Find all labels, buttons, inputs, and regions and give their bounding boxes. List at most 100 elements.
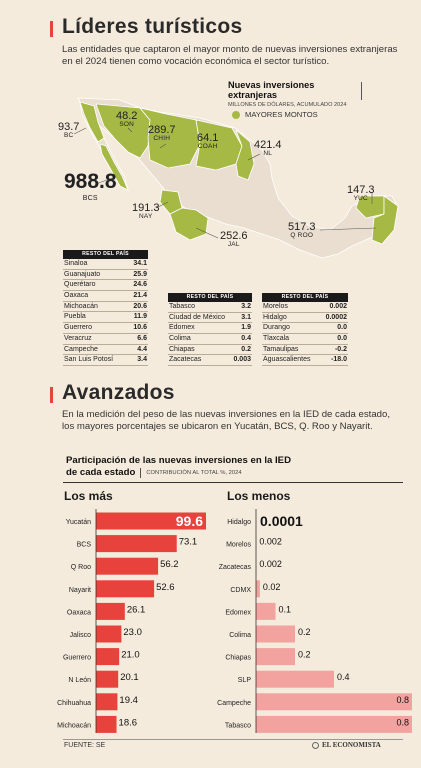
bar (96, 715, 117, 733)
category-label: Nayarit (69, 587, 91, 594)
table-cell-state: Puebla (64, 313, 86, 321)
chart-box-title: Participación de las nuevas inversiones … (66, 455, 292, 478)
data-label: 18.6 (119, 717, 138, 728)
legend-subtitle: MILLONES DE DÓLARES, ACUMULADO 2024 (228, 102, 347, 108)
category-label: SLP (238, 677, 252, 684)
map-nl (235, 129, 255, 181)
data-label: 0.1 (279, 604, 292, 614)
bar (96, 670, 119, 688)
bar (256, 602, 276, 620)
section1-title: Líderes turísticos (62, 15, 243, 38)
title-accent-2 (50, 387, 53, 403)
table-cell-state: Campeche (64, 345, 98, 353)
section2-intro: En la medición del peso de las nuevas in… (62, 409, 390, 432)
table-cell-value: 0.4 (241, 335, 251, 343)
map-chih (138, 107, 201, 169)
title-accent (50, 21, 53, 37)
table-row: Chiapas 0.2 (168, 345, 252, 356)
category-label: Tabasco (225, 722, 251, 729)
category-label: CDMX (230, 587, 251, 594)
table-row: Zacatecas 0.003 (168, 355, 252, 367)
data-label: 21.0 (121, 650, 140, 661)
table-cell-state: Tamaulipas (263, 345, 299, 353)
table-cell-value: 0.0 (337, 335, 347, 343)
section2-title: Avanzados (62, 381, 175, 404)
legend-swatch (232, 110, 240, 119)
data-label: 56.2 (160, 559, 179, 570)
chart-box-rule (63, 482, 403, 483)
data-label: 0.8 (396, 717, 409, 727)
table-row: Edomex 1.9 (168, 323, 252, 335)
data-label: 0.4 (337, 672, 350, 682)
legend-divider (361, 82, 362, 100)
table-row: Hidalgo 0.0002 (262, 313, 348, 324)
bar (256, 670, 334, 688)
table-row: Ciudad de México 3.1 (168, 313, 252, 324)
bar (256, 580, 260, 598)
footer-brand: EL ECONOMISTA (312, 741, 381, 749)
table-row: Aguascalientes -18.0 (262, 355, 348, 367)
category-label: Oaxaca (67, 609, 91, 616)
data-label: 0.2 (298, 627, 311, 637)
map-label-nl: 421.4 NL (254, 139, 282, 157)
table-cell-value: 11.9 (133, 313, 147, 321)
category-label: Chiapas (225, 655, 251, 662)
table-cell-value: -18.0 (331, 356, 347, 364)
table-cell-state: Veracruz (64, 334, 92, 342)
table-cell-state: Zacatecas (169, 356, 202, 364)
bar (96, 602, 125, 620)
data-label: 23.0 (123, 627, 142, 638)
category-label: Zacatecas (219, 564, 252, 571)
map-label-bcs: 988.8 BCS (64, 170, 117, 202)
category-label: Q Roo (71, 564, 91, 571)
table-cell-state: Tabasco (169, 303, 196, 310)
bar (256, 625, 295, 643)
data-label: 26.1 (127, 604, 146, 615)
map-qroo (371, 195, 399, 245)
data-label: 99.6 (176, 513, 203, 529)
footer-source: FUENTE: SE (64, 742, 106, 749)
map-legend: Nuevas inversiones extranjeras MILLONES … (228, 80, 362, 108)
table-cell-state: Edomex (169, 324, 195, 332)
category-label: Morelos (226, 542, 251, 549)
map-label-bc: 93.7 BC (58, 121, 80, 139)
rest-table-1: RESTO DEL PAÍS Sinaloa 34.1 Guanajuato 25.9… (63, 250, 148, 366)
chart-left-title: Los más (64, 489, 113, 503)
table-cell-value: 21.4 (133, 292, 147, 300)
legend-title: Nuevas inversiones extranjeras (228, 80, 315, 100)
rest-table-1-header: RESTO DEL PAÍS (63, 250, 148, 259)
category-label: Campeche (217, 700, 251, 707)
bar (96, 557, 159, 575)
category-label: Michoacán (57, 722, 91, 729)
table-row: Morelos 0.002 (262, 302, 348, 313)
category-label: Guerrero (63, 655, 91, 662)
table-cell-value: 3.1 (241, 313, 251, 321)
map-label-nay: 191.3 NAY (132, 202, 160, 220)
table-cell-state: Oaxaca (64, 292, 89, 300)
bar (96, 625, 122, 643)
rest-table-3: RESTO DEL PAÍS Morelos 0.002 Hidalgo 0.0002… (262, 293, 348, 367)
table-cell-value: 10.6 (133, 324, 147, 332)
bar (96, 648, 120, 666)
data-label: 20.1 (120, 672, 139, 683)
data-label: 0.002 (259, 537, 282, 547)
table-cell-state: Tlaxcala (263, 335, 290, 343)
map-label-jal: 252.6 JAL (220, 230, 248, 248)
table-cell-value: 3.2 (241, 303, 251, 310)
category-label: BCS (77, 542, 92, 549)
rest-table-2: RESTO DEL PAÍS Tabasco 3.2 Ciudad de Méxic… (168, 293, 252, 367)
table-cell-value: 24.6 (133, 281, 147, 289)
rest-table-3-header: RESTO DEL PAÍS (262, 293, 348, 302)
table-cell-value: 4.4 (137, 345, 147, 353)
table-cell-value: 0.003 (233, 356, 251, 364)
data-label: 19.4 (119, 695, 138, 706)
table-row: Oaxaca 21.4 (63, 291, 148, 302)
table-cell-value: 0.2 (241, 345, 251, 353)
bar (256, 693, 412, 711)
table-cell-state: Querétaro (64, 281, 96, 289)
bar (96, 535, 177, 553)
brand-logo-icon (312, 741, 319, 749)
table-row: Tlaxcala 0.0 (262, 334, 348, 345)
map-label-coah: 64.1 COAH (197, 132, 219, 150)
data-label: 0.02 (263, 582, 281, 592)
